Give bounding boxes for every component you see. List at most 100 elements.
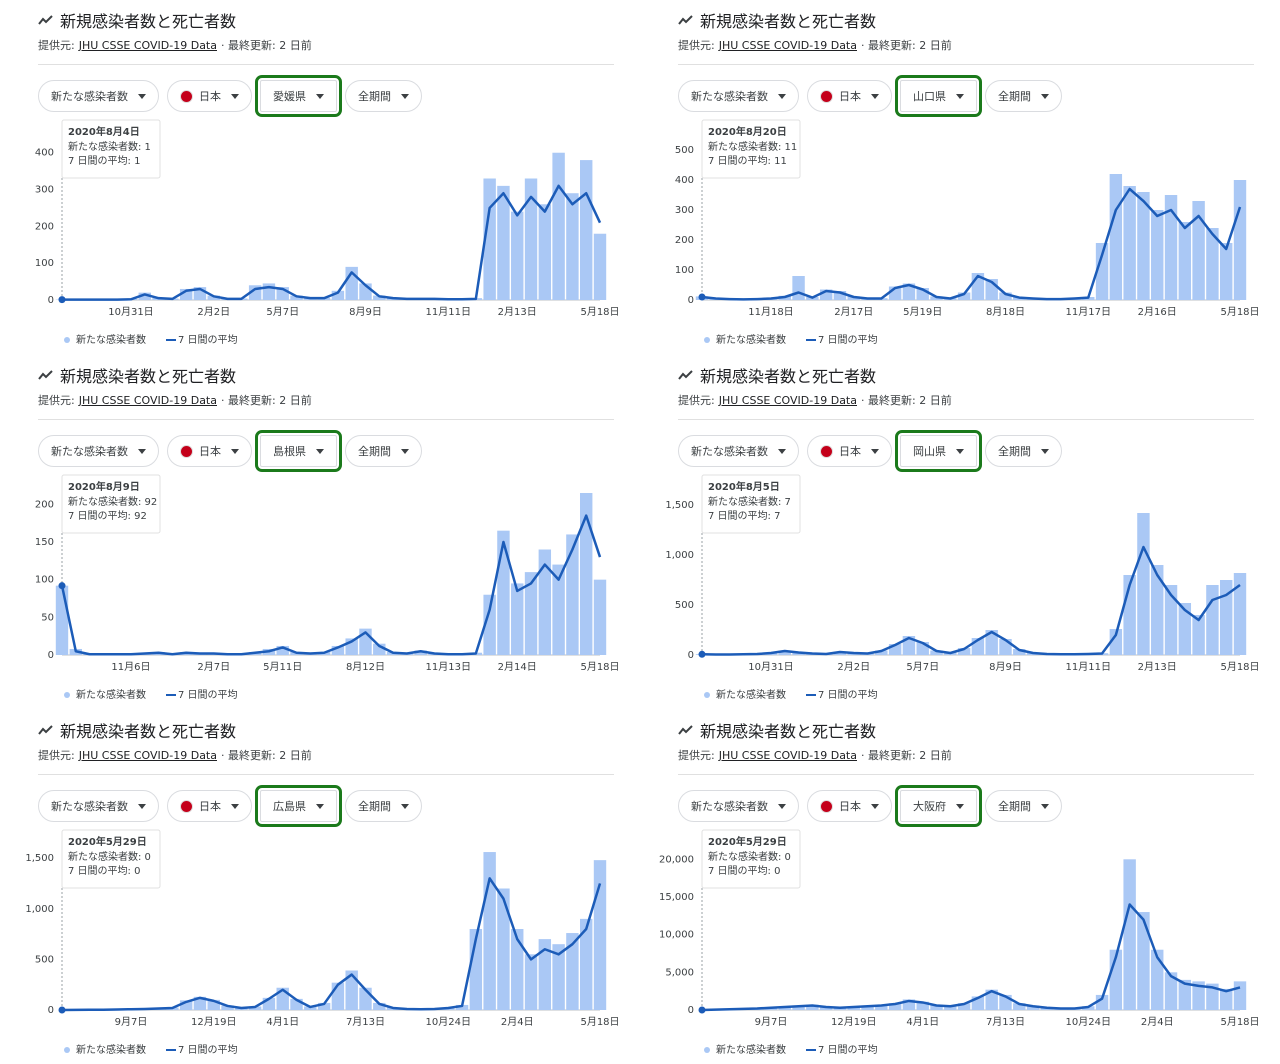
x-tick-label: 5月7日 [906,661,939,673]
filter-dropdown[interactable]: 日本 [167,80,252,112]
filter-dropdown[interactable]: 日本 [167,435,252,467]
trend-icon [678,15,693,25]
filter-dropdown[interactable]: 島根県 [255,430,342,472]
legend-label: 7 日間の平均 [178,333,238,346]
filter-label: 新たな感染者数 [51,90,128,103]
bar [538,549,552,655]
filter-dropdown[interactable]: 岡山県 [895,430,982,472]
filter-dropdown[interactable]: 新たな感染者数 [678,435,799,467]
source: 提供元: JHU CSSE COVID-19 Data · 最終更新: 2 日前 [38,747,312,763]
x-tick-label: 7月13日 [346,1016,385,1028]
bar [221,1005,234,1010]
bar [1206,228,1219,300]
filter-dropdown[interactable]: 広島県 [255,785,342,827]
y-tick-label: 100 [35,575,54,586]
bar [179,288,193,300]
hover-dot [698,293,706,301]
filter-dropdown[interactable]: 新たな感染者数 [38,435,159,467]
bar [193,996,207,1010]
divider [38,774,614,775]
filter-dropdown[interactable]: 日本 [167,790,252,822]
bar [819,1006,833,1010]
divider [678,64,1254,65]
bar [304,1006,317,1010]
filter-dropdown[interactable]: 大阪府 [895,785,982,827]
title-row: 新規感染者数と死亡者数 [678,363,876,387]
filter-dropdown[interactable]: 全期間 [985,80,1062,112]
legend-label: 7 日間の平均 [818,688,878,701]
bar [1206,983,1219,1010]
x-tick-label: 5月18日 [1220,1016,1259,1028]
filter-dropdown[interactable]: 日本 [807,790,892,822]
filter-label: 全期間 [358,445,391,458]
filter-label: 新たな感染者数 [691,445,768,458]
filter-dropdown[interactable]: 全期間 [345,790,422,822]
last-updated: · 最終更新: 2 日前 [861,394,952,407]
trend-icon [38,15,53,25]
filter-label: 島根県 [273,445,306,458]
x-tick-label: 2月16日 [1138,306,1177,318]
legend-swatch [64,692,70,698]
filter-dropdown[interactable]: 全期間 [985,790,1062,822]
chart: 0 500 1,000 1,500 10月31日 2月2日 5月7日 8月9日 11月11日 2月… [665,474,1260,701]
filter-dropdown[interactable]: 全期間 [345,435,422,467]
x-tick-label: 2月7日 [197,661,230,673]
bar [290,998,303,1010]
filter-dropdown[interactable]: 愛媛県 [255,75,342,117]
chart-title: 新規感染者数と死亡者数 [700,12,877,31]
filter-dropdown[interactable]: 新たな感染者数 [38,790,159,822]
filter-label: 日本 [199,800,221,813]
x-tick-label: 5月18日 [1220,306,1259,318]
bar [1109,629,1123,655]
source-label: 提供元: [678,394,715,407]
trend-icon-path [38,370,53,380]
bar [1095,994,1109,1010]
bar [524,572,538,655]
y-tick-label: 400 [675,175,694,186]
trend-icon-path [38,725,53,735]
filter-label: 新たな感染者数 [691,800,768,813]
source-link[interactable]: JHU CSSE COVID-19 Data [78,39,217,52]
legend-swatch [704,337,710,343]
legend-swatch [704,1047,710,1053]
bar [538,204,552,300]
bar [1013,649,1026,655]
source-link[interactable]: JHU CSSE COVID-19 Data [718,394,857,407]
filter-dropdown[interactable]: 新たな感染者数 [38,80,159,112]
source: 提供元: JHU CSSE COVID-19 Data · 最終更新: 2 日前 [678,37,952,53]
bar [373,1002,386,1010]
bar [455,1004,469,1010]
filter-dropdown[interactable]: 全期間 [345,80,422,112]
source-link[interactable]: JHU CSSE COVID-19 Data [718,39,857,52]
filter-dropdown[interactable]: 日本 [807,435,892,467]
bar [207,295,220,300]
x-tick-label: 2月4日 [1141,1016,1174,1028]
filter-dropdown[interactable]: 全期間 [985,435,1062,467]
filter-dropdown[interactable]: 日本 [807,80,892,112]
bar [875,1004,888,1010]
filter-dropdown[interactable]: 新たな感染者数 [678,790,799,822]
filter-label: 全期間 [358,90,391,103]
filter-label: 日本 [199,445,221,458]
x-tick-label: 2月2日 [197,306,230,318]
filter-dropdown[interactable]: 新たな感染者数 [678,80,799,112]
source-link[interactable]: JHU CSSE COVID-19 Data [78,749,217,762]
filter-dropdown[interactable]: 山口県 [895,75,982,117]
source-link[interactable]: JHU CSSE COVID-19 Data [78,394,217,407]
hover-dot [58,1006,66,1014]
tooltip-date: 2020年5月29日 [708,835,787,848]
x-tick-label: 5月18日 [580,1016,619,1028]
bar [819,289,833,300]
bar [373,295,386,300]
panel: 新規感染者数と死亡者数 提供元: JHU CSSE COVID-19 Data · 最… [0,0,640,355]
tooltip-line: 新たな感染者数: 1 [68,140,151,153]
filter-label: 日本 [839,445,861,458]
bar [593,860,607,1010]
hover-dot [698,1006,706,1014]
divider [38,419,614,420]
source-link[interactable]: JHU CSSE COVID-19 Data [718,749,857,762]
